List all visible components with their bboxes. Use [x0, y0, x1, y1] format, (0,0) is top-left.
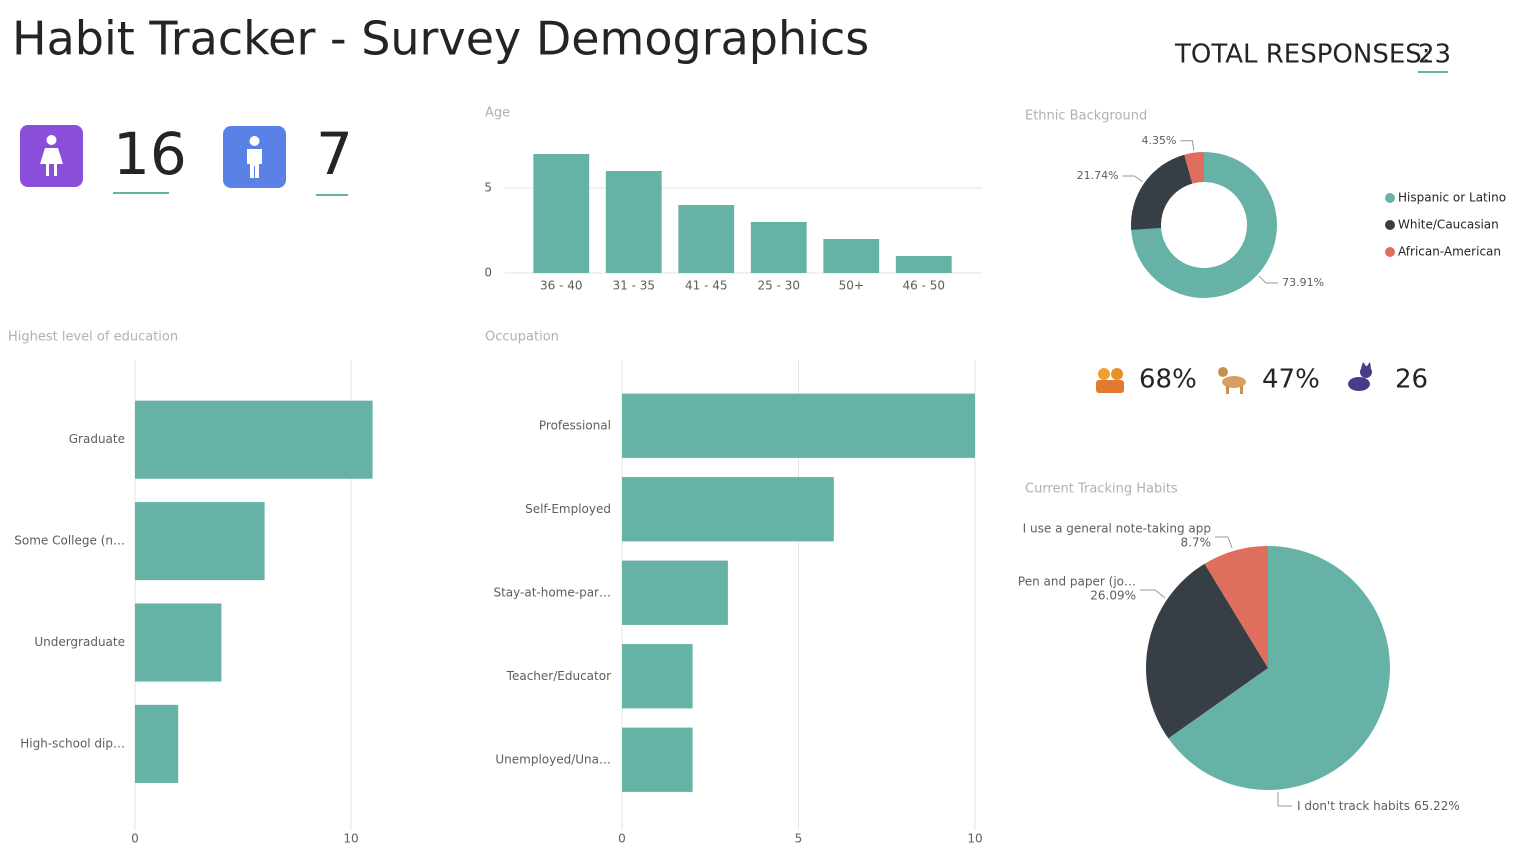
bar — [622, 477, 834, 542]
category-label: I don't track habits — [1297, 799, 1410, 813]
legend-label: White/Caucasian — [1398, 218, 1499, 232]
total-value: 23 — [1418, 40, 1451, 70]
x-tick-label: 36 - 40 — [540, 279, 583, 293]
y-tick-label: Professional — [539, 418, 611, 432]
category-label: Pen and paper (jo… — [1018, 575, 1136, 589]
bar — [678, 205, 735, 273]
legend-swatch — [1385, 247, 1395, 257]
y-tick-label: Stay-at-home-par… — [493, 585, 611, 599]
y-tick-label: 0 — [484, 266, 492, 280]
legend-label: African-American — [1398, 245, 1501, 259]
bar — [895, 256, 952, 273]
y-tick-label: Undergraduate — [34, 635, 125, 649]
dog-icon — [1218, 367, 1246, 394]
leader-line — [1140, 589, 1166, 599]
bar — [135, 603, 222, 682]
y-tick-label: Teacher/Educator — [506, 669, 611, 683]
y-tick-label: Some College (n… — [14, 534, 125, 548]
y-tick-label: 5 — [484, 181, 492, 195]
slice — [1184, 152, 1204, 184]
section-title: Occupation — [485, 330, 559, 345]
stat: 47% — [1262, 365, 1320, 395]
y-tick-label: High-school dip… — [20, 736, 125, 750]
leader-line — [1180, 140, 1195, 151]
leader-line — [1277, 792, 1292, 807]
bar — [622, 727, 693, 792]
slice — [1131, 152, 1277, 298]
leader-line — [1122, 175, 1144, 183]
x-tick-label: 50+ — [839, 279, 864, 293]
female-icon — [20, 125, 83, 187]
value-label: 4.35% — [1141, 134, 1176, 147]
x-tick-label: 10 — [967, 832, 982, 846]
x-tick-label: 0 — [618, 832, 626, 846]
x-tick-label: 46 - 50 — [903, 279, 946, 293]
bar — [622, 560, 728, 625]
value-label: 21.74% — [1077, 169, 1119, 182]
section-title: Highest level of education — [8, 330, 178, 345]
stat: 68% — [1139, 365, 1197, 395]
slice — [1204, 546, 1268, 668]
section-title: Ethnic Background — [1025, 109, 1147, 124]
x-tick-label: 41 - 45 — [685, 279, 728, 293]
bar — [622, 393, 975, 458]
male-count: 7 — [316, 120, 353, 188]
value-label: 26.09% — [1090, 589, 1136, 603]
slice — [1145, 563, 1268, 739]
y-tick-label: Self-Employed — [525, 502, 611, 516]
value-label: 65.22% — [1414, 799, 1460, 813]
leader-line — [1215, 536, 1233, 549]
male-icon — [223, 126, 286, 188]
legend-swatch — [1385, 193, 1395, 203]
x-tick-label: 10 — [343, 832, 358, 846]
bar — [605, 171, 662, 273]
x-tick-label: 31 - 35 — [613, 279, 656, 293]
bar — [135, 502, 265, 581]
legend-swatch — [1385, 220, 1395, 230]
y-tick-label: Unemployed/Una… — [495, 752, 611, 766]
bar — [135, 400, 373, 479]
page-title: Habit Tracker - Survey Demographics — [12, 12, 869, 66]
bar — [622, 644, 693, 709]
slice — [1131, 154, 1193, 230]
bar — [135, 704, 179, 783]
bar — [750, 222, 807, 273]
x-tick-label: 5 — [795, 832, 803, 846]
slice — [1168, 546, 1390, 790]
total-label: TOTAL RESPONSES: — [1174, 40, 1431, 70]
x-tick-label: 25 - 30 — [758, 279, 801, 293]
x-tick-label: 0 — [131, 832, 139, 846]
section-title: Current Tracking Habits — [1025, 482, 1178, 497]
legend-label: Hispanic or Latino — [1398, 191, 1506, 205]
cat-icon — [1348, 362, 1372, 391]
stat: 26 — [1395, 365, 1428, 395]
section-title: Age — [485, 106, 510, 121]
bar — [823, 239, 880, 273]
female-count: 16 — [113, 120, 187, 188]
slice-label: I don't track habits 65.22% — [1297, 799, 1460, 813]
value-label: 8.7% — [1181, 536, 1212, 550]
bar — [533, 154, 590, 273]
family-icon — [1096, 368, 1124, 393]
y-tick-label: Graduate — [69, 432, 125, 446]
leader-line — [1258, 275, 1279, 284]
category-label: I use a general note-taking app — [1023, 522, 1211, 536]
value-label: 73.91% — [1282, 276, 1324, 289]
